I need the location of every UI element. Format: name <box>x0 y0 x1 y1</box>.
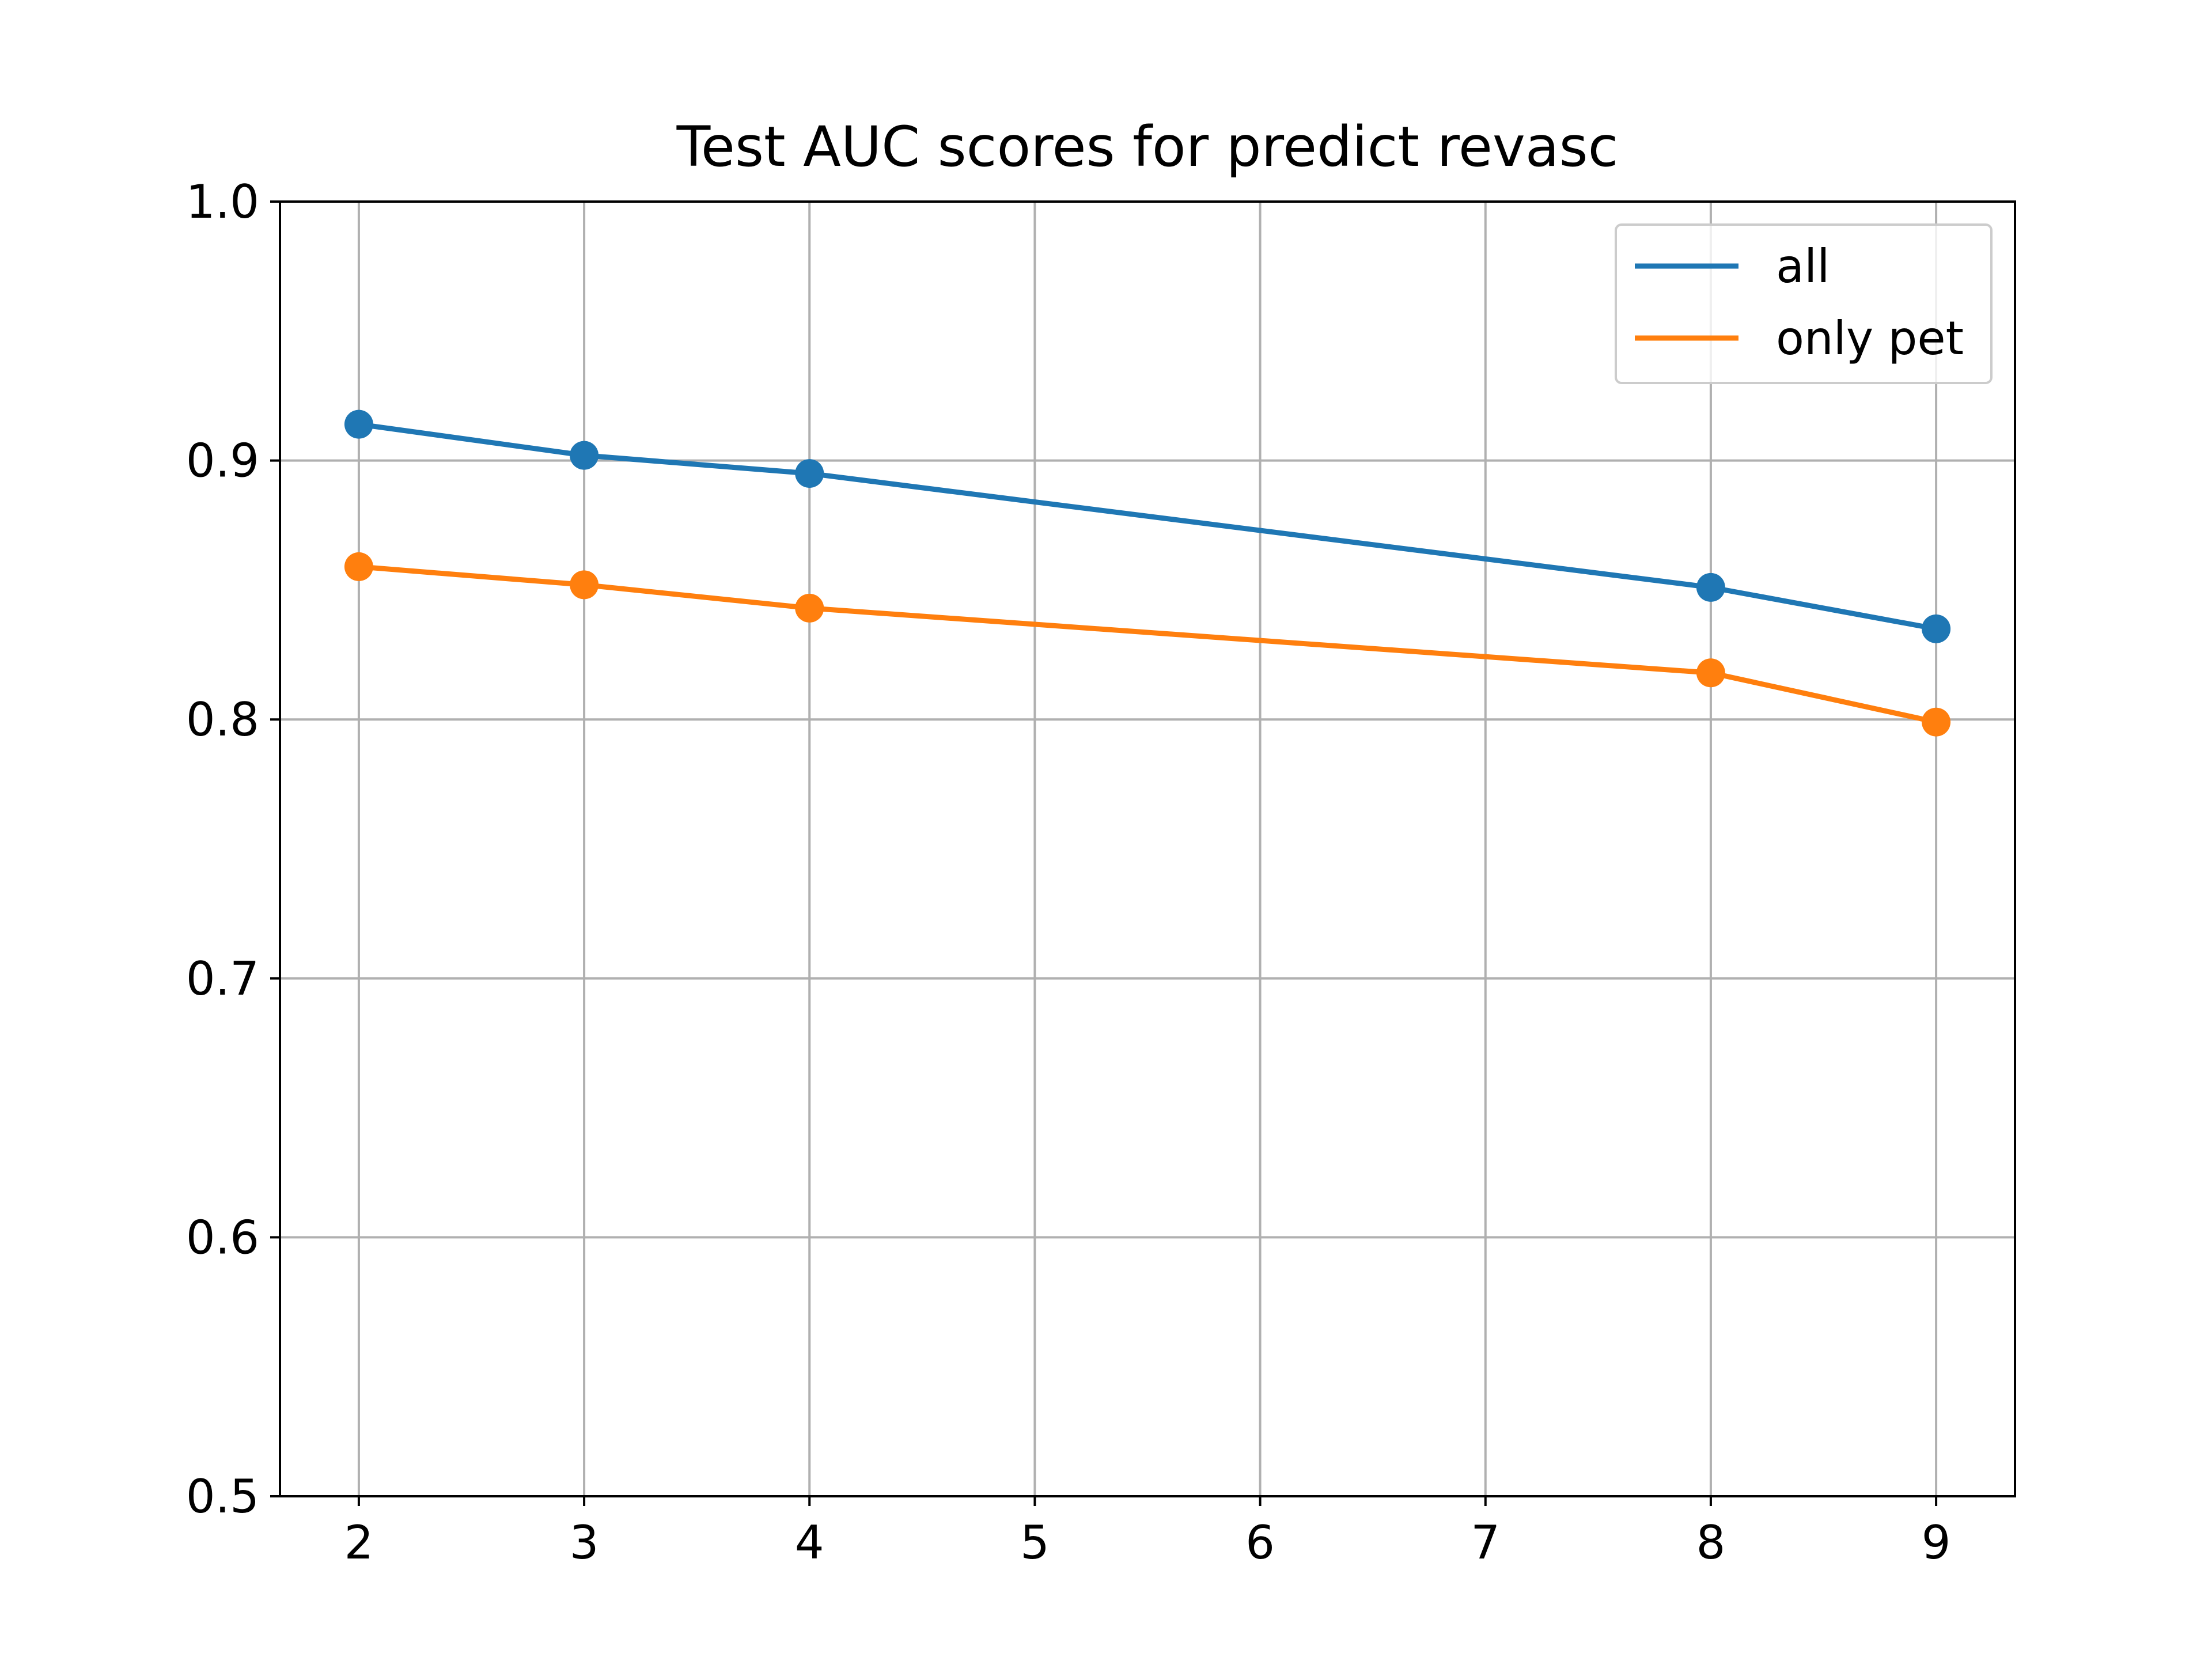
y-tick-label: 0.9 <box>186 434 259 488</box>
data-point <box>344 409 373 439</box>
series-all <box>344 409 1951 643</box>
data-point <box>1696 572 1725 602</box>
x-tick-label: 4 <box>795 1516 824 1569</box>
x-tick-label: 9 <box>1922 1516 1951 1569</box>
y-tick-label: 0.5 <box>186 1470 259 1523</box>
x-tick-label: 3 <box>570 1516 599 1569</box>
x-tick-label: 5 <box>1020 1516 1050 1569</box>
x-tick-label: 6 <box>1245 1516 1275 1569</box>
series-only-pet <box>344 552 1951 737</box>
data-point <box>795 459 824 488</box>
data-point <box>1922 614 1951 643</box>
y-tick-label: 0.8 <box>186 693 259 746</box>
legend: all only pet <box>1615 223 1993 384</box>
x-tick-label: 7 <box>1471 1516 1500 1569</box>
legend-label: only pet <box>1776 312 1964 365</box>
y-tick-label: 0.6 <box>186 1211 259 1264</box>
data-point <box>1696 658 1725 688</box>
data-point <box>1922 707 1951 737</box>
plot-frame <box>279 200 2016 1497</box>
data-point <box>795 593 824 623</box>
series-group <box>344 409 1951 737</box>
y-tick-label: 0.7 <box>186 952 259 1006</box>
legend-label: all <box>1776 240 1830 293</box>
data-point <box>570 570 599 600</box>
data-point <box>570 441 599 470</box>
chart-title: Test AUC scores for predict revasc <box>676 115 1619 179</box>
axis-ticks: 2 3 4 5 6 7 8 9 0.5 0.6 0.7 0.8 0.9 1.0 <box>186 175 1951 1569</box>
x-tick-label: 2 <box>344 1516 373 1569</box>
data-point <box>344 552 373 581</box>
y-tick-label: 1.0 <box>186 175 259 229</box>
x-tick-label: 8 <box>1696 1516 1725 1569</box>
